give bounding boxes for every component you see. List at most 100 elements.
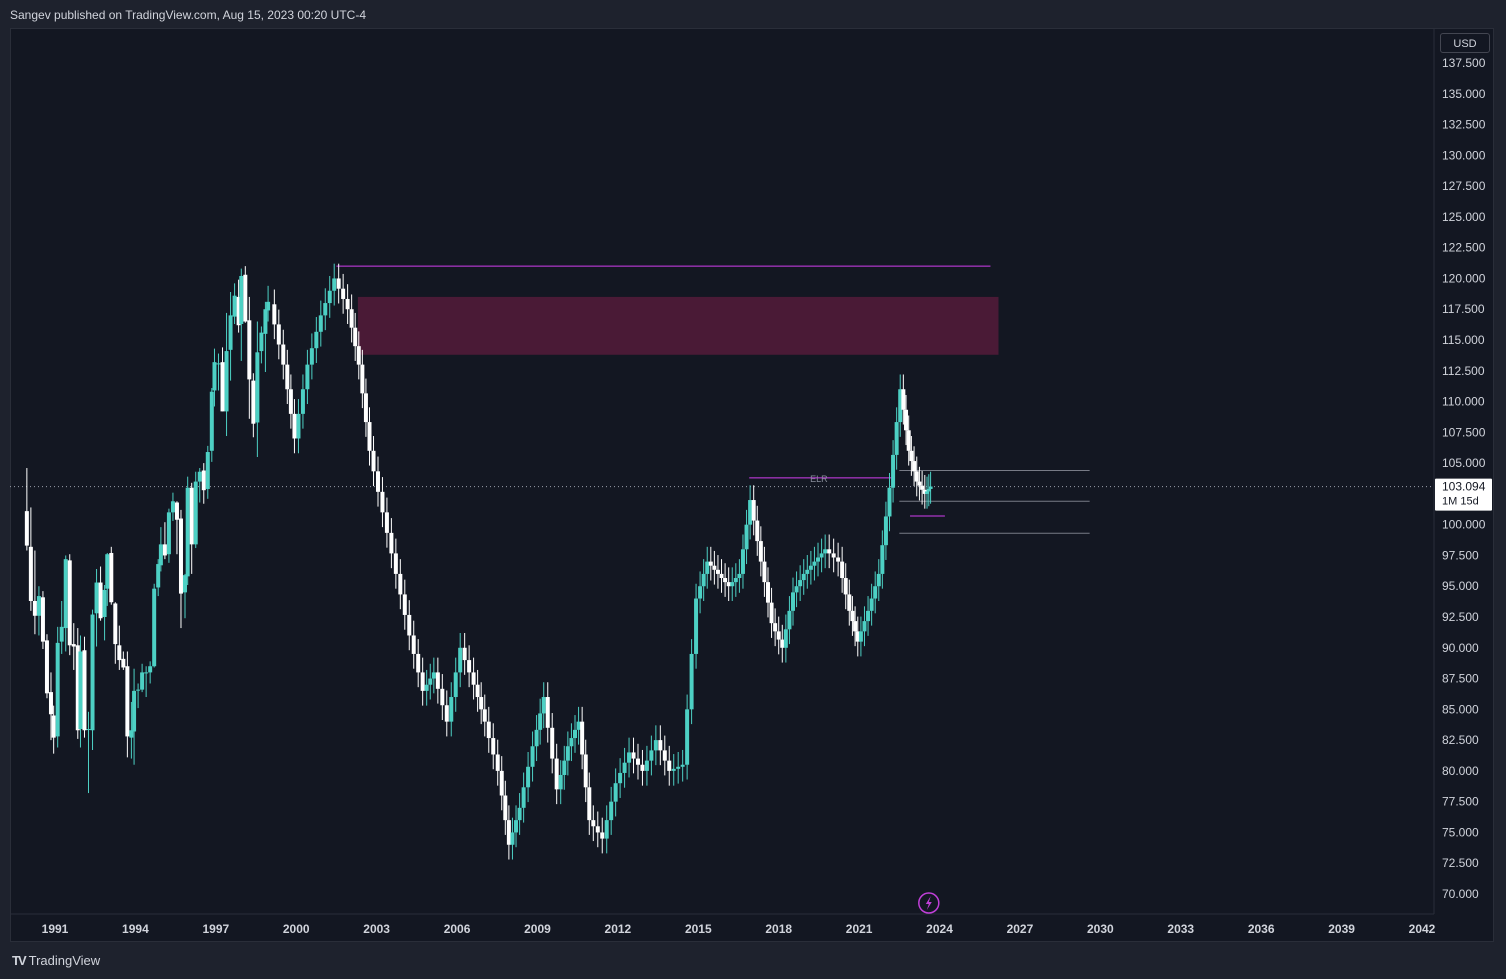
candle-body-path-53-2 <box>898 389 903 423</box>
candle-body-path-19-2 <box>506 820 511 845</box>
candle-body-path-32-2 <box>667 760 672 771</box>
candle-body-path-13-1 <box>428 678 433 685</box>
candle-body-path-6-2 <box>345 298 350 310</box>
time-tick-label: 2015 <box>685 922 712 936</box>
candle-body-11 <box>67 560 72 646</box>
candle-body-path-1-2 <box>281 344 286 365</box>
candle-body-path-46-2 <box>823 549 828 554</box>
candle-body-13 <box>75 645 80 731</box>
candle-body-path-18-0 <box>486 721 491 739</box>
candle-body-path-51-2 <box>876 573 881 587</box>
candle-body-path-10-0 <box>384 512 389 533</box>
candle-body-path-21-2 <box>530 746 535 767</box>
candle-body-44 <box>193 481 198 545</box>
candle-body-path-17-0 <box>475 684 480 698</box>
elr-level-label: ELR <box>810 474 828 484</box>
candle-body-path-16-1 <box>467 660 472 673</box>
candle-body-path-41-0 <box>762 561 767 583</box>
candle-body-path-34-2 <box>694 598 699 654</box>
candle-body-path-15-0 <box>449 697 454 722</box>
candle-body-60 <box>255 352 260 423</box>
candle-body-path-22-1 <box>538 713 543 730</box>
candle-body-path-54-2 <box>906 430 911 451</box>
candle-body-path-3-1 <box>300 389 305 414</box>
candle-body-path-14-2 <box>444 705 449 722</box>
candle-body-path-56-2 <box>922 489 927 494</box>
candle-body-path-11-2 <box>407 614 412 636</box>
candle-body-path-48-2 <box>847 594 852 611</box>
candle-body-57 <box>243 274 248 322</box>
candle-body-path-1-0 <box>272 304 277 325</box>
candle-body-path-2-1 <box>288 389 293 414</box>
candle-body-path-9-0 <box>371 450 376 472</box>
candle-body-53 <box>228 315 233 350</box>
candlestick-chart[interactable]: ELR 137.500 135.000 132.500 130.000 127.500 12… <box>10 28 1494 942</box>
candle-body-path-48-0 <box>840 561 845 579</box>
price-tick-label: 105.000 <box>1442 456 1486 470</box>
price-tick-label: 82.500 <box>1442 733 1479 747</box>
candle-body-path-14-0 <box>435 672 440 689</box>
tradingview-brand[interactable]: TV TradingView <box>12 953 100 968</box>
price-tick-label: 132.500 <box>1442 118 1486 132</box>
candle-body-path-12-1 <box>416 653 421 673</box>
candle-body-path-46-0 <box>816 557 821 562</box>
candle-body-path-22-2 <box>541 697 546 714</box>
publisher-caption: Sangev published on TradingView.com, Aug… <box>10 8 367 22</box>
candle-body-path-40-1 <box>755 520 760 542</box>
time-tick-label: 2003 <box>363 922 390 936</box>
candle-body-path-45-1 <box>808 565 813 570</box>
candle-body-path-5-0 <box>323 303 328 316</box>
candle-body-path-55-2 <box>914 471 919 482</box>
candle-body-4 <box>40 597 45 642</box>
tradingview-logo-icon: TV <box>12 953 27 968</box>
candle-body-62 <box>263 309 268 334</box>
time-tick-label: 2030 <box>1087 922 1114 936</box>
candle-body-path-33-0 <box>671 768 676 771</box>
candle-body-path-44-2 <box>801 573 806 581</box>
candle-body-path-1-1 <box>276 324 281 345</box>
price-tick-label: 80.000 <box>1442 764 1479 778</box>
candle-body-45 <box>197 471 202 482</box>
candle-body-path-24-0 <box>558 774 563 790</box>
candle-body-path-29-2 <box>627 752 632 763</box>
candle-body-path-39-1 <box>744 524 749 550</box>
candle-body-path-32-1 <box>662 750 667 761</box>
candle-body-path-15-2 <box>458 647 463 673</box>
candle-body-path-57-1 <box>926 488 931 492</box>
candle-body-43 <box>189 487 194 545</box>
lightning-icon-glyph <box>925 896 932 910</box>
candle-body-path-43-1 <box>787 610 792 630</box>
candle-body-path-51-1 <box>873 586 878 599</box>
candle-body-path-13-2 <box>431 672 436 679</box>
time-tick-label: 1994 <box>122 922 149 936</box>
candle-body-14 <box>78 651 83 730</box>
price-tick-label: 122.500 <box>1442 241 1486 255</box>
candle-body-59 <box>251 380 256 424</box>
chart-frame[interactable] <box>10 28 1494 942</box>
candle-body-path-40-0 <box>751 500 756 521</box>
candle-body-path-8-0 <box>360 364 365 394</box>
candle-body-path-35-1 <box>701 573 706 587</box>
candle-body-path-57-2 <box>928 486 933 489</box>
candle-body-path-31-0 <box>644 760 649 771</box>
price-tick-label: 100.000 <box>1442 518 1486 532</box>
lightning-icon <box>918 892 940 914</box>
candle-body-path-46-1 <box>819 553 824 558</box>
candle-body-path-30-1 <box>635 758 640 765</box>
candle-body-2 <box>32 600 37 616</box>
candle-body-path-49-2 <box>855 631 860 642</box>
candle-body-37 <box>166 512 171 555</box>
price-tick-label: 75.000 <box>1442 825 1479 839</box>
candle-body-path-45-2 <box>812 561 817 566</box>
currency-selector-button[interactable]: USD <box>1440 33 1490 53</box>
candle-body-path-53-0 <box>891 454 896 488</box>
top-bar: Sangev published on TradingView.com, Aug… <box>0 0 1506 28</box>
candle-body-path-11-0 <box>398 573 403 595</box>
candle-body-path-49-0 <box>850 610 855 622</box>
candle-body-path-16-2 <box>471 672 476 685</box>
candle-body-path-7-1 <box>353 327 358 347</box>
candle-body-path-56-0 <box>917 481 922 486</box>
candle-body-path-14-1 <box>440 688 445 706</box>
candle-body-7 <box>51 715 56 738</box>
candle-body-path-25-2 <box>576 721 581 730</box>
